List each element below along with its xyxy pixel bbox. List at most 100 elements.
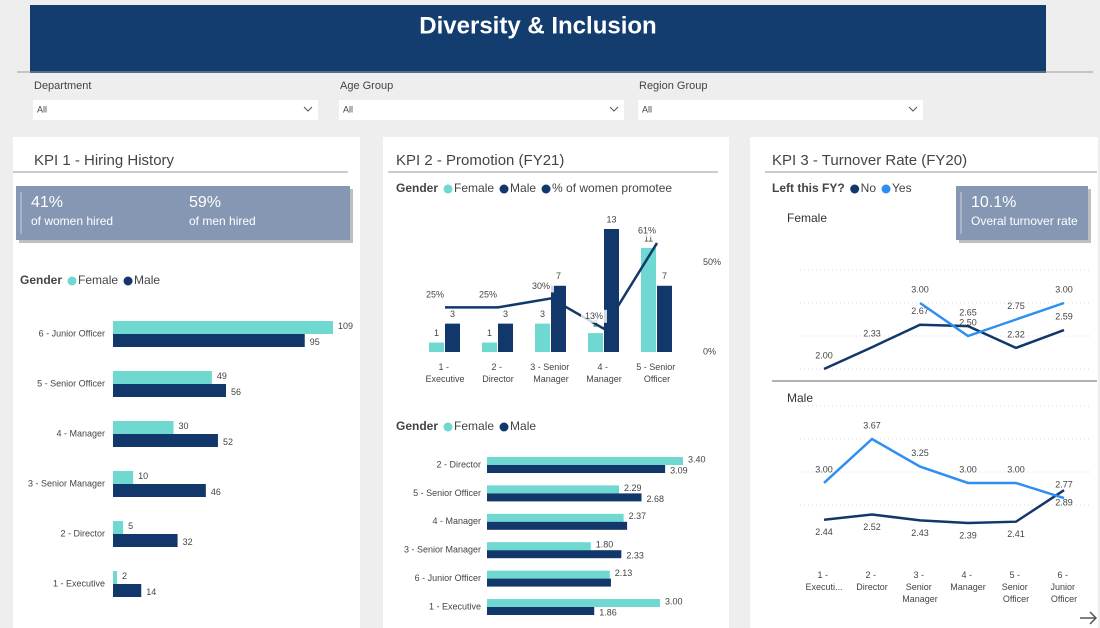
bar [535,324,550,352]
filter-dropdown[interactable] [33,100,318,120]
kpi-label: Overal turnover rate [971,214,1078,228]
bar [482,343,497,352]
data-label: 2.52 [863,522,881,532]
bar [487,522,627,530]
filter-dropdown[interactable] [638,100,923,120]
y-tick-label: 1 - Executive [53,578,105,588]
data-label: 109 [338,321,353,331]
y-tick-label: 2 - Director [436,459,481,469]
data-label: 2.65 [959,307,977,317]
bar [113,471,133,484]
data-label: 2.75 [1007,301,1025,311]
bar [487,465,665,473]
data-label: 2.37 [629,511,647,521]
page-title: Diversity & Inclusion [419,12,656,39]
legend-marker [500,423,509,432]
kpi-value: 10.1% [971,194,1016,211]
legend-marker [444,185,453,194]
data-label: 1 [487,328,492,338]
data-label: 52 [223,437,233,447]
y-tick-label: 5 - Senior Officer [37,378,105,388]
legend-label: Female [454,419,494,433]
data-label: 3.00 [959,464,977,474]
bar [487,607,594,615]
filter-label: Region Group [639,80,708,92]
data-label: 3.00 [1007,464,1025,474]
data-label: 2.43 [911,528,929,538]
legend-marker [68,277,77,286]
filter-value: All [343,104,353,114]
data-label: 5 [128,521,133,531]
data-label: 2.39 [959,530,977,540]
legend-label: Female [454,181,494,195]
data-label: 3.00 [1055,284,1073,294]
data-label: 2.41 [1007,529,1025,539]
panel-title: KPI 1 - Hiring History [34,152,175,169]
legend-label: Male [510,181,536,195]
panel-title: KPI 2 - Promotion (FY21) [396,152,564,169]
bar [429,343,444,352]
y-tick-label: 1 - Executive [429,601,481,611]
kpi-value: 59% [189,194,221,211]
data-label: 7 [556,271,561,281]
data-label: 30 [179,421,189,431]
bar [487,571,610,579]
data-label: 2.29 [624,483,642,493]
chart-title: Male [787,391,813,405]
data-label: 2.68 [646,494,664,504]
y-tick-label: 6 - Junior Officer [39,328,105,338]
legend-marker [500,185,509,194]
bar [113,434,218,447]
data-label: 14 [146,587,156,597]
legend-label: Male [510,419,536,433]
bar [445,324,460,352]
data-label: 2.33 [863,329,881,339]
legend-title: Left this FY? [772,181,845,195]
bar [487,579,611,587]
data-label: 2.89 [1055,498,1073,508]
bar [657,286,672,352]
data-label: 56 [231,387,241,397]
legend-label: Yes [892,181,912,195]
y-tick-label: 5 - Senior Officer [413,488,481,498]
data-label: 2.59 [1055,311,1073,321]
legend-marker [542,185,551,194]
bar [487,457,683,465]
y-tick-label: 3 - Senior Manager [28,478,105,488]
data-label: 13% [585,311,603,321]
data-label: 95 [310,337,320,347]
kpi-label: of women hired [31,214,113,228]
data-label: 3.67 [863,420,881,430]
bar [487,550,621,558]
data-label: 1.86 [599,607,617,617]
bar [113,384,226,397]
data-label: 3.25 [911,448,929,458]
filter-label: Age Group [340,80,393,92]
kpi-label: of men hired [189,214,256,228]
data-label: 3.40 [688,454,706,464]
y-tick-label: 3 - Senior Manager [404,545,481,555]
legend-label: Female [78,273,118,287]
bar [113,584,141,597]
bar [113,534,178,547]
data-label: 1.80 [596,540,614,550]
data-label: 3.00 [665,596,683,606]
data-label: 46 [211,487,221,497]
bar [604,229,619,352]
bar [487,514,624,522]
bar [113,521,123,534]
bar [551,286,566,352]
filter-dropdown[interactable] [339,100,624,120]
y-tick-label: 2 - Director [60,528,105,538]
data-label: 3.00 [815,464,833,474]
data-label: 2.32 [1007,329,1025,339]
panel-title: KPI 3 - Turnover Rate (FY20) [772,152,967,169]
data-label: 49 [217,371,227,381]
data-label: 2.50 [959,317,977,327]
data-label: 2.00 [815,350,833,360]
y-tick-label: 4 - Manager [432,516,481,526]
data-label: 3.00 [911,284,929,294]
filter-label: Department [34,80,91,92]
legend-marker [850,185,859,194]
y2-tick-label: 0% [703,346,716,356]
